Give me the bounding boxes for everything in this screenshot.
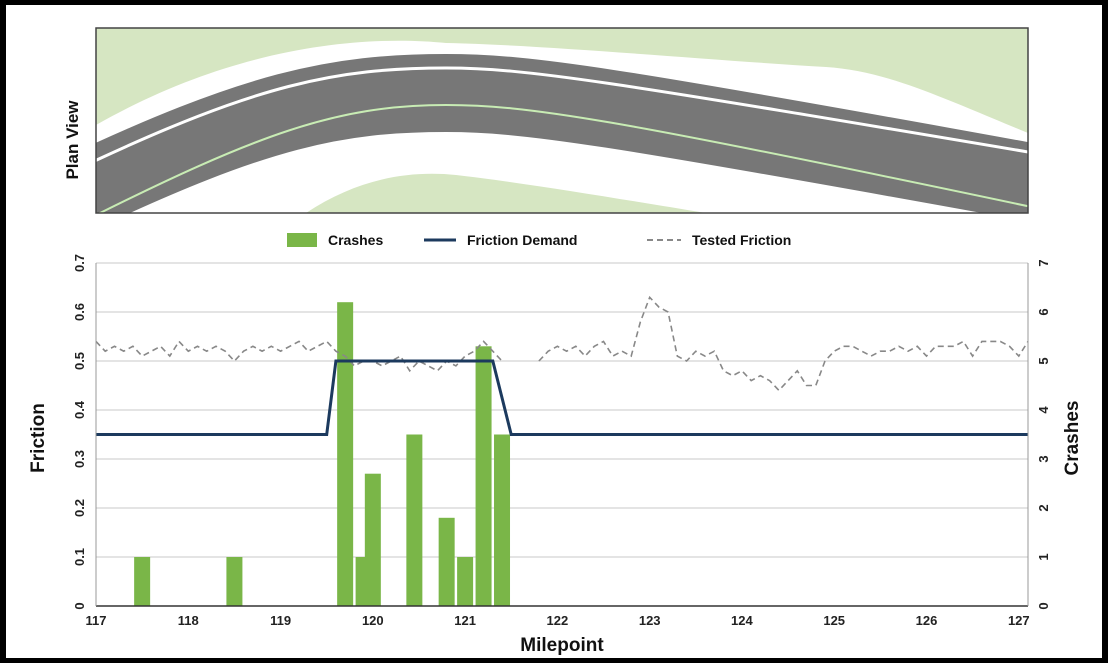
y-tick-label-right: 2 [1036, 504, 1051, 511]
crash-bar [494, 434, 511, 606]
crash-bars [134, 302, 511, 606]
x-tick-label: 126 [916, 613, 938, 628]
plan-view-label: Plan View [63, 100, 82, 180]
plan-view-edge-line-top [96, 66, 1028, 163]
x-tick-label: 120 [362, 613, 384, 628]
crash-bar [337, 302, 354, 606]
x-tick-label: 117 [86, 613, 107, 628]
legend-label-crashes: Crashes [328, 232, 383, 248]
x-tick-label: 118 [178, 613, 199, 628]
y-tick-label-right: 6 [1036, 308, 1051, 315]
plan-view-border [95, 27, 1029, 214]
plan-view: Plan View [63, 27, 1029, 214]
y-tick-label-left: 0.7 [72, 254, 87, 272]
crash-bar [457, 557, 474, 606]
y-tick-label-right: 0 [1036, 602, 1051, 609]
y-tick-label-right: 7 [1036, 259, 1051, 266]
crash-bar [475, 346, 492, 606]
crash-bar [364, 473, 381, 606]
plan-view-edge-line-bottom [217, 141, 845, 213]
crash-bar [134, 557, 151, 606]
grid-lines [96, 262, 1028, 558]
crash-bar [438, 517, 455, 606]
x-tick-label: 119 [270, 613, 291, 628]
tested-friction-line [538, 295, 1029, 392]
x-tick-label: 124 [731, 613, 753, 628]
crash-bar [406, 434, 423, 606]
x-tick-label: 123 [639, 613, 661, 628]
y-tick-label-left: 0.4 [72, 400, 87, 419]
x-tick-label: 122 [547, 613, 569, 628]
legend-label-friction-demand: Friction Demand [467, 232, 577, 248]
legend-swatch-crashes [287, 233, 317, 247]
y-tick-label-right: 4 [1036, 406, 1051, 414]
plan-view-lower-grass [306, 173, 706, 213]
y-axis-title-right: Crashes [1062, 401, 1083, 476]
x-tick-label: 121 [454, 613, 476, 628]
friction-demand-line [96, 359, 1028, 436]
plan-view-road [96, 53, 1028, 213]
x-axis-title: Milepoint [520, 635, 604, 656]
friction-lines [95, 295, 1029, 436]
tested-friction-line [95, 340, 503, 373]
plan-view-center-line [97, 103, 1028, 213]
y-tick-label-right: 3 [1036, 455, 1051, 462]
y-tick-label-right: 1 [1036, 553, 1051, 560]
y-tick-label-right: 5 [1036, 357, 1051, 364]
crash-bar [226, 557, 243, 606]
y-tick-label-left: 0.2 [72, 499, 87, 517]
y-axis-title-left: Friction [28, 403, 49, 473]
figure-canvas: Plan View Crashes Friction Demand Tested… [28, 27, 1083, 656]
y-tick-label-left: 0.5 [72, 352, 87, 370]
x-tick-label: 127 [1008, 613, 1030, 628]
y-tick-label-left: 0 [72, 602, 87, 609]
y-tick-label-left: 0.3 [72, 450, 87, 468]
y-tick-label-left: 0.6 [72, 303, 87, 321]
figure-frame: Plan View Crashes Friction Demand Tested… [6, 5, 1102, 658]
x-tick-label: 125 [823, 613, 845, 628]
y-tick-label-left: 0.1 [72, 548, 87, 566]
legend-label-tested-friction: Tested Friction [692, 232, 791, 248]
legend: Crashes Friction Demand Tested Friction [287, 232, 791, 248]
